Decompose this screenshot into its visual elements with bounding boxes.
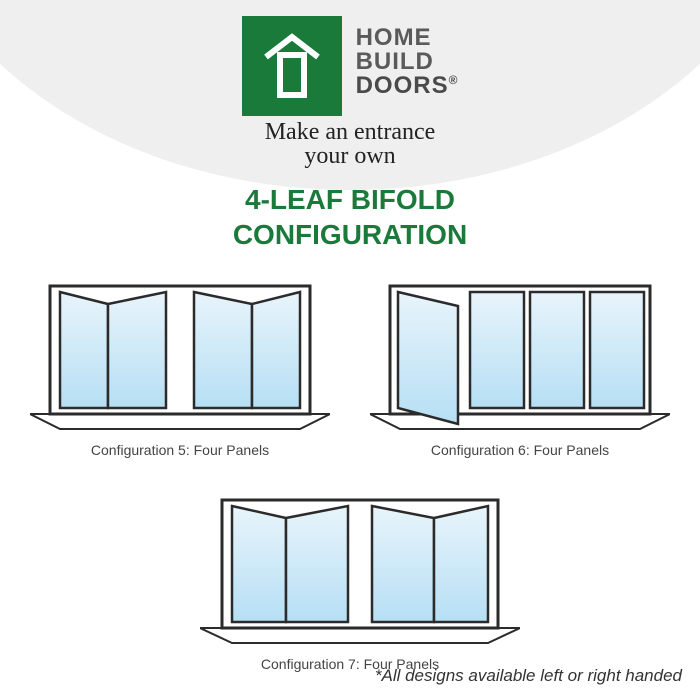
- config-5: Configuration 5: Four Panels: [30, 274, 330, 458]
- page-content: HOME BUILD DOORS® Make an entrance your …: [0, 0, 700, 672]
- brand-line-1: HOME: [356, 26, 459, 50]
- brand-text: HOME BUILD DOORS®: [356, 16, 459, 98]
- brand-line-3: DOORS®: [356, 74, 459, 98]
- house-door-icon: [262, 33, 322, 99]
- config-7: Configuration 7: Four Panels: [200, 488, 500, 672]
- tagline-line-1: Make an entrance: [0, 120, 700, 144]
- page-title: 4-LEAF BIFOLD CONFIGURATION: [0, 182, 700, 252]
- config-grid: Configuration 5: Four Panels: [0, 274, 700, 672]
- logo-block: HOME BUILD DOORS®: [0, 0, 700, 116]
- tagline: Make an entrance your own: [0, 120, 700, 168]
- config-5-diagram: [30, 274, 330, 434]
- config-6-diagram: [370, 274, 670, 434]
- title-line-1: 4-LEAF BIFOLD: [0, 182, 700, 217]
- config-6-caption: Configuration 6: Four Panels: [370, 442, 670, 458]
- config-5-caption: Configuration 5: Four Panels: [30, 442, 330, 458]
- title-line-2: CONFIGURATION: [0, 217, 700, 252]
- tagline-line-2: your own: [0, 144, 700, 168]
- brand-logo: [242, 16, 342, 116]
- config-6: Configuration 6: Four Panels: [370, 274, 670, 458]
- brand-line-3-text: DOORS: [356, 72, 449, 99]
- config-7-caption: Configuration 7: Four Panels: [200, 656, 500, 672]
- brand-line-2: BUILD: [356, 50, 459, 74]
- config-7-diagram: [200, 488, 520, 648]
- registered-mark: ®: [449, 73, 459, 87]
